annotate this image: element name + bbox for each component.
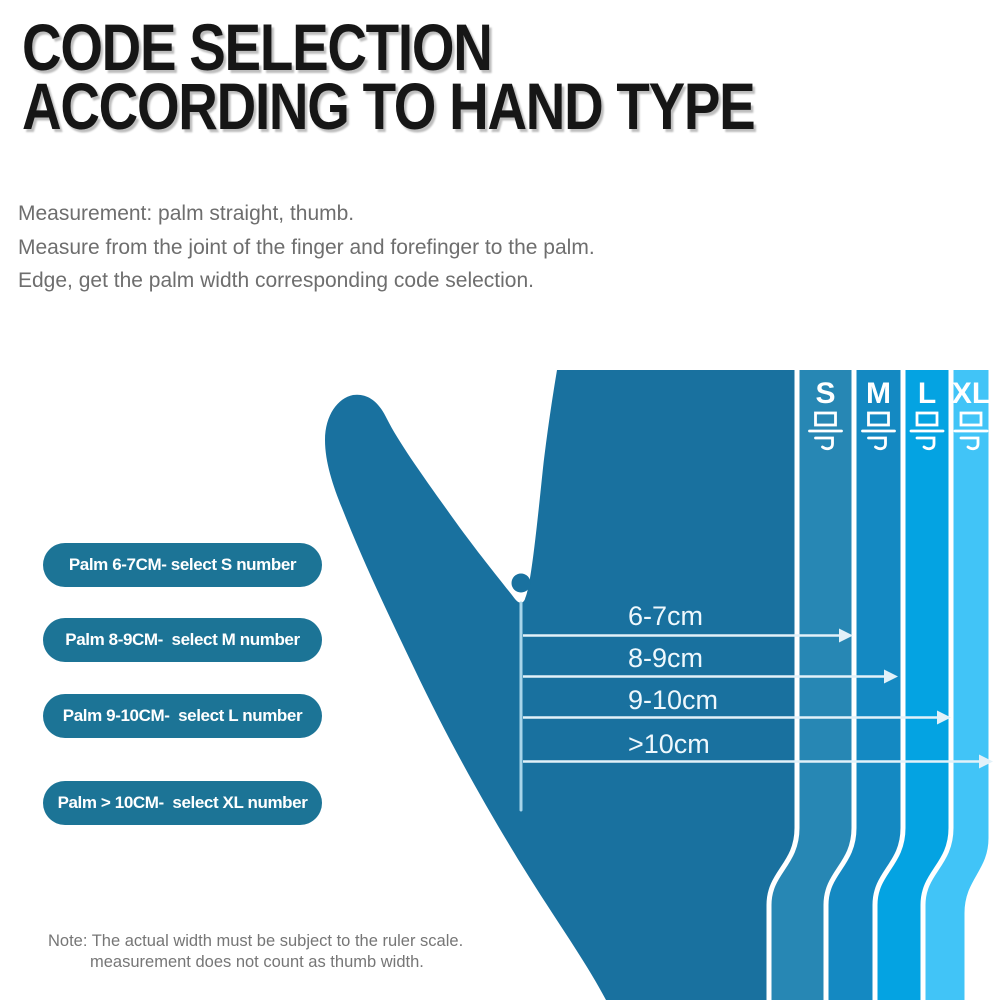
column-label-m: M xyxy=(866,377,891,410)
measurement-label: >10cm xyxy=(628,729,710,759)
measurement-label: 8-9cm xyxy=(628,643,703,673)
column-dividers xyxy=(766,370,994,1000)
column-divider xyxy=(872,370,906,1000)
column-label-s: S xyxy=(815,377,835,410)
hao-size-character xyxy=(808,411,989,451)
instruction-line: Measurement: palm straight, thumb. xyxy=(18,202,355,225)
arrowhead xyxy=(884,669,898,684)
page-title-line1: CODE SELECTION xyxy=(22,10,493,84)
instruction-line: Edge, get the palm width corresponding c… xyxy=(18,269,534,292)
column-headers: S M L XL xyxy=(808,377,990,451)
column-divider xyxy=(823,370,857,1000)
size-column-l xyxy=(875,370,951,1000)
column-divider xyxy=(920,370,954,1000)
size-column-s xyxy=(769,370,854,1000)
page-title-line2: ACCORDING TO HAND TYPE xyxy=(22,69,756,143)
size-guide-pill-label: Palm > 10CM- select XL number xyxy=(57,793,308,812)
measurement-instructions: Measurement: palm straight, thumb. Measu… xyxy=(18,197,595,298)
arrowhead xyxy=(839,628,853,643)
size-guide-pill-xl: Palm > 10CM- select XL number xyxy=(43,781,322,825)
size-guide-pill-label: Palm 6-7CM- select S number xyxy=(68,555,297,574)
thumb-joint-dot xyxy=(511,573,531,593)
glove-hand-shape xyxy=(325,370,797,1000)
measurement-labels: 6-7cm 8-9cm 9-10cm >10cm xyxy=(628,601,718,759)
arrowhead xyxy=(979,754,993,769)
column-divider xyxy=(766,370,800,1000)
size-guide-pill-l: Palm 9-10CM- select L number xyxy=(43,694,322,738)
footnote: Note: The actual width must be subject t… xyxy=(48,931,463,972)
instruction-line: Measure from the joint of the finger and… xyxy=(18,235,595,259)
footnote-line: measurement does not count as thumb widt… xyxy=(90,952,424,971)
column-divider xyxy=(964,370,994,1000)
measurement-label: 9-10cm xyxy=(628,685,718,715)
footnote-line: Note: The actual width must be subject t… xyxy=(48,932,464,950)
measurement-arrowheads xyxy=(839,628,993,769)
size-guide-pill-label: Palm 9-10CM- select L number xyxy=(62,706,303,725)
size-columns xyxy=(769,370,991,1000)
column-label-xl: XL xyxy=(952,377,990,410)
measurement-overlay: 6-7cm 8-9cm 9-10cm >10cm xyxy=(511,573,993,812)
size-column-m xyxy=(826,370,903,1000)
column-label-l: L xyxy=(918,377,936,410)
page-title: CODE SELECTION ACCORDING TO HAND TYPE xyxy=(22,10,756,143)
measurement-arrows xyxy=(523,634,981,763)
size-guide-pill-s: Palm 6-7CM- select S number xyxy=(43,543,322,587)
size-guide-pill-m: Palm 8-9CM- select M number xyxy=(43,618,322,662)
size-guide-pill-label: Palm 8-9CM- select M number xyxy=(65,630,300,649)
measurement-label: 6-7cm xyxy=(628,601,703,631)
arrowhead xyxy=(937,710,951,725)
size-column-xl xyxy=(923,370,991,1000)
